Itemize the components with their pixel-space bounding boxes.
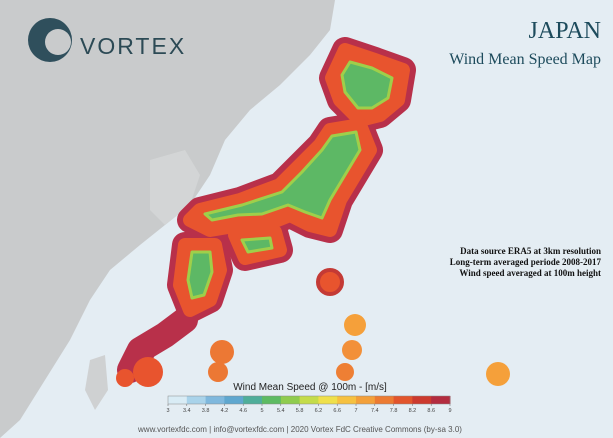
colorbar-frame [167,395,451,405]
color-segment [337,396,357,404]
tick-label: 9 [448,408,451,414]
tick-label: 4.2 [221,408,229,414]
color-segment [299,396,319,404]
note: Data source ERA5 at 3km resolution [460,246,601,256]
tick-label: 7.8 [390,408,398,414]
color-segment [262,396,282,404]
color-segment [412,396,432,404]
tick-label: 6.2 [315,408,323,414]
color-segment [356,396,376,404]
note: Wind speed averaged at 100m height [459,268,601,278]
logo-text: VORTEX [80,33,186,59]
color-segment [168,396,188,404]
color-segment [205,396,225,404]
color-segment [280,396,301,404]
taiwan [85,355,108,410]
notes: Data source ERA5 at 3km resolutionLong-t… [450,246,602,278]
tick-label: 8.2 [409,408,417,414]
color-segment [318,396,338,404]
tick-label: 8.6 [427,408,435,414]
color-segment [431,396,451,404]
logo-icon-cut [45,29,71,55]
color-segment [393,396,413,404]
color-segment [374,396,395,404]
color-segment [224,396,244,404]
legend-title: Wind Mean Speed @ 100m - [m/s] [233,382,387,393]
land-interior [186,60,394,300]
colorbar: 3 3.4 3.8 4.2 4.6 5 5.4 5.8 6.2 6.6 7 7.4 7.8 8.2 8.6 9 [166,395,452,414]
tick-label: 5 [260,408,263,414]
tick-label: 6.6 [333,408,341,414]
title: JAPAN [529,18,601,44]
logo: VORTEX [28,18,186,62]
tick-label: 3 [166,408,169,414]
tick-label: 3.4 [183,408,191,414]
tick-label: 4.6 [239,408,247,414]
color-segment [243,396,263,404]
japan [116,37,510,387]
footer: www.vortexfdc.com | info@vortexfdc.com |… [137,425,462,434]
outer-islands [116,268,510,387]
tick-label: 7 [354,408,357,414]
color-segment [186,396,207,404]
subtitle: Wind Mean Speed Map [449,51,601,68]
tick-label: 5.4 [277,408,285,414]
note: Long-term averaged periode 2008-2017 [450,257,602,267]
tick-label: 7.4 [371,408,379,414]
tick-label: 5.8 [296,408,304,414]
tick-label: 3.8 [202,408,210,414]
